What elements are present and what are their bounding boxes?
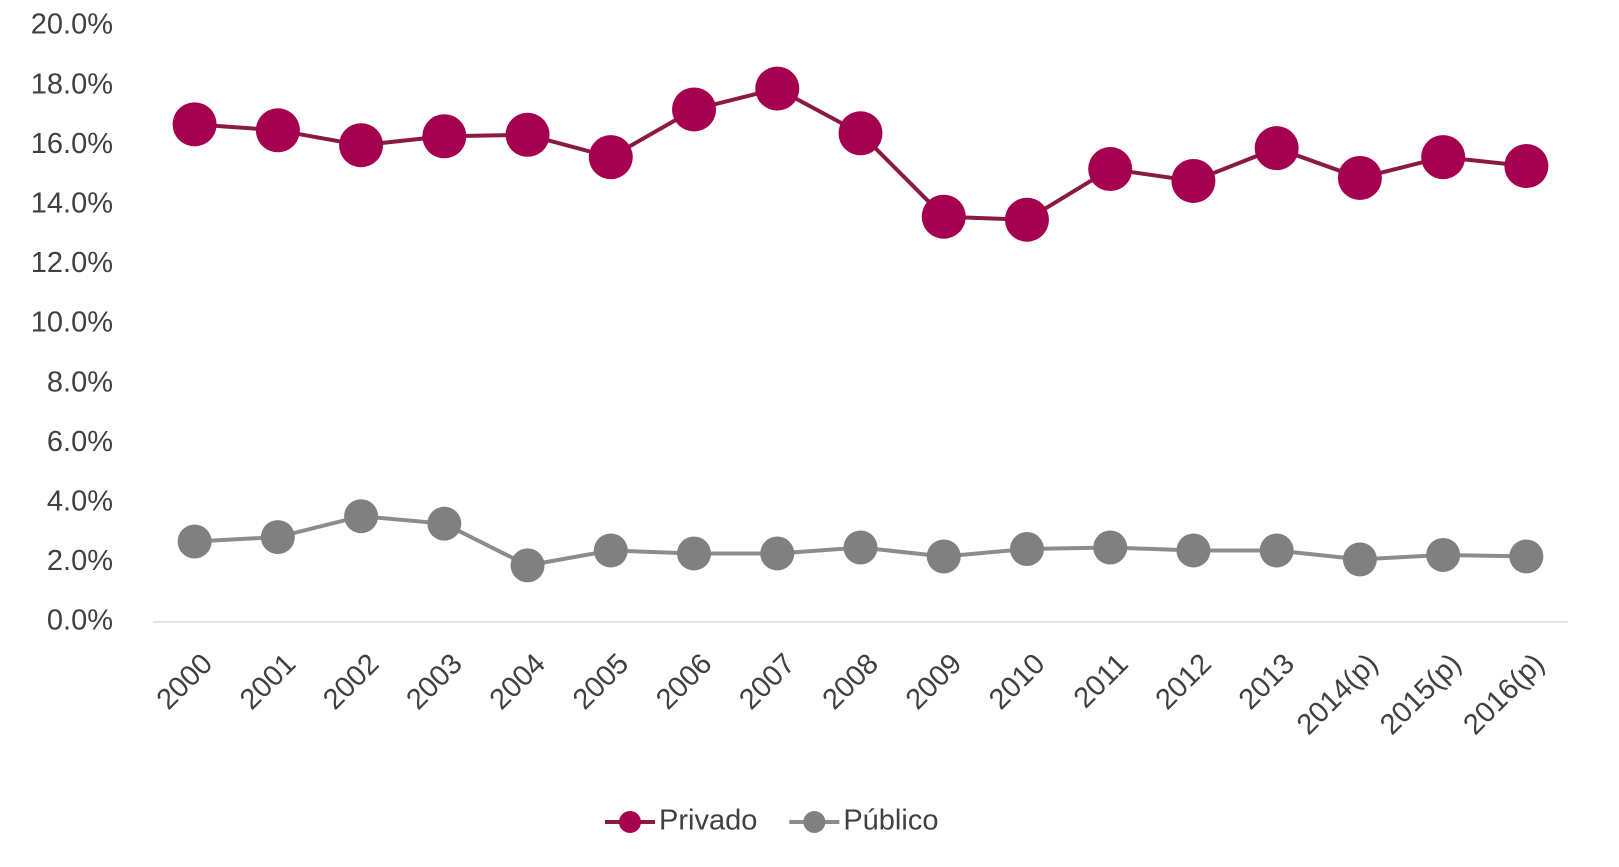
x-tick-label: 2006 bbox=[650, 648, 718, 716]
data-point bbox=[1509, 539, 1544, 574]
x-tick-label: 2004 bbox=[484, 648, 552, 716]
data-point bbox=[926, 539, 961, 574]
legend-label: Público bbox=[843, 805, 938, 837]
y-tick-label: 8.0% bbox=[47, 366, 113, 398]
x-tick-label: 2003 bbox=[400, 648, 468, 716]
legend-item: Público bbox=[789, 805, 938, 837]
x-tick-label: 2011 bbox=[1068, 648, 1135, 715]
data-point bbox=[921, 194, 966, 239]
x-tick-label: 2002 bbox=[317, 648, 385, 716]
x-tick-label: 2012 bbox=[1150, 648, 1218, 716]
data-point bbox=[172, 102, 217, 147]
y-tick-label: 18.0% bbox=[31, 68, 113, 100]
legend-item: Privado bbox=[605, 805, 757, 837]
x-tick-label: 2010 bbox=[983, 648, 1051, 716]
x-tick-label: 2009 bbox=[900, 648, 968, 716]
data-point bbox=[677, 536, 712, 571]
data-point bbox=[838, 111, 883, 156]
data-point bbox=[260, 520, 295, 555]
data-point bbox=[344, 499, 379, 534]
data-point bbox=[1337, 155, 1382, 200]
x-tick-label: 2007 bbox=[733, 648, 801, 716]
x-tick-label: 2013 bbox=[1233, 648, 1301, 716]
y-tick-label: 0.0% bbox=[47, 605, 113, 637]
data-point bbox=[177, 524, 212, 559]
x-tick-label: 2005 bbox=[567, 648, 635, 716]
data-point bbox=[1254, 126, 1299, 171]
data-point bbox=[1088, 147, 1133, 192]
data-point bbox=[1004, 197, 1049, 242]
data-point bbox=[422, 114, 467, 159]
y-tick-label: 12.0% bbox=[31, 247, 113, 279]
data-point bbox=[255, 108, 300, 153]
x-tick-label: 2000 bbox=[151, 648, 219, 716]
legend-label: Privado bbox=[659, 805, 757, 837]
data-point bbox=[339, 123, 384, 168]
data-point bbox=[588, 135, 633, 180]
data-point bbox=[1421, 135, 1466, 180]
data-point bbox=[843, 530, 878, 565]
legend-marker bbox=[803, 811, 826, 833]
data-point bbox=[510, 548, 545, 583]
data-point bbox=[1342, 542, 1377, 577]
data-point bbox=[672, 87, 717, 132]
y-tick-label: 20.0% bbox=[31, 9, 113, 41]
data-point bbox=[1093, 530, 1128, 565]
y-tick-label: 10.0% bbox=[31, 307, 113, 339]
data-point bbox=[1504, 144, 1549, 189]
data-point bbox=[1171, 158, 1216, 203]
y-tick-label: 16.0% bbox=[31, 128, 113, 160]
data-point bbox=[755, 66, 800, 111]
x-tick-label: 2015(p) bbox=[1374, 648, 1467, 741]
data-point bbox=[760, 536, 795, 571]
y-tick-label: 6.0% bbox=[47, 426, 113, 458]
x-tick-label: 2008 bbox=[817, 648, 885, 716]
y-tick-label: 2.0% bbox=[47, 545, 113, 577]
x-tick-label: 2001 bbox=[234, 648, 302, 716]
legend-marker bbox=[619, 811, 641, 833]
data-point bbox=[1009, 531, 1044, 566]
data-point bbox=[1259, 533, 1294, 568]
x-tick-label: 2016(p) bbox=[1457, 648, 1550, 741]
data-point bbox=[1426, 537, 1461, 572]
data-point bbox=[427, 506, 462, 541]
x-tick-label: 2014(p) bbox=[1291, 648, 1384, 741]
data-point bbox=[505, 112, 550, 157]
y-tick-label: 4.0% bbox=[47, 485, 113, 517]
y-tick-label: 14.0% bbox=[31, 187, 113, 219]
data-point bbox=[593, 533, 628, 568]
data-point bbox=[1176, 533, 1211, 568]
